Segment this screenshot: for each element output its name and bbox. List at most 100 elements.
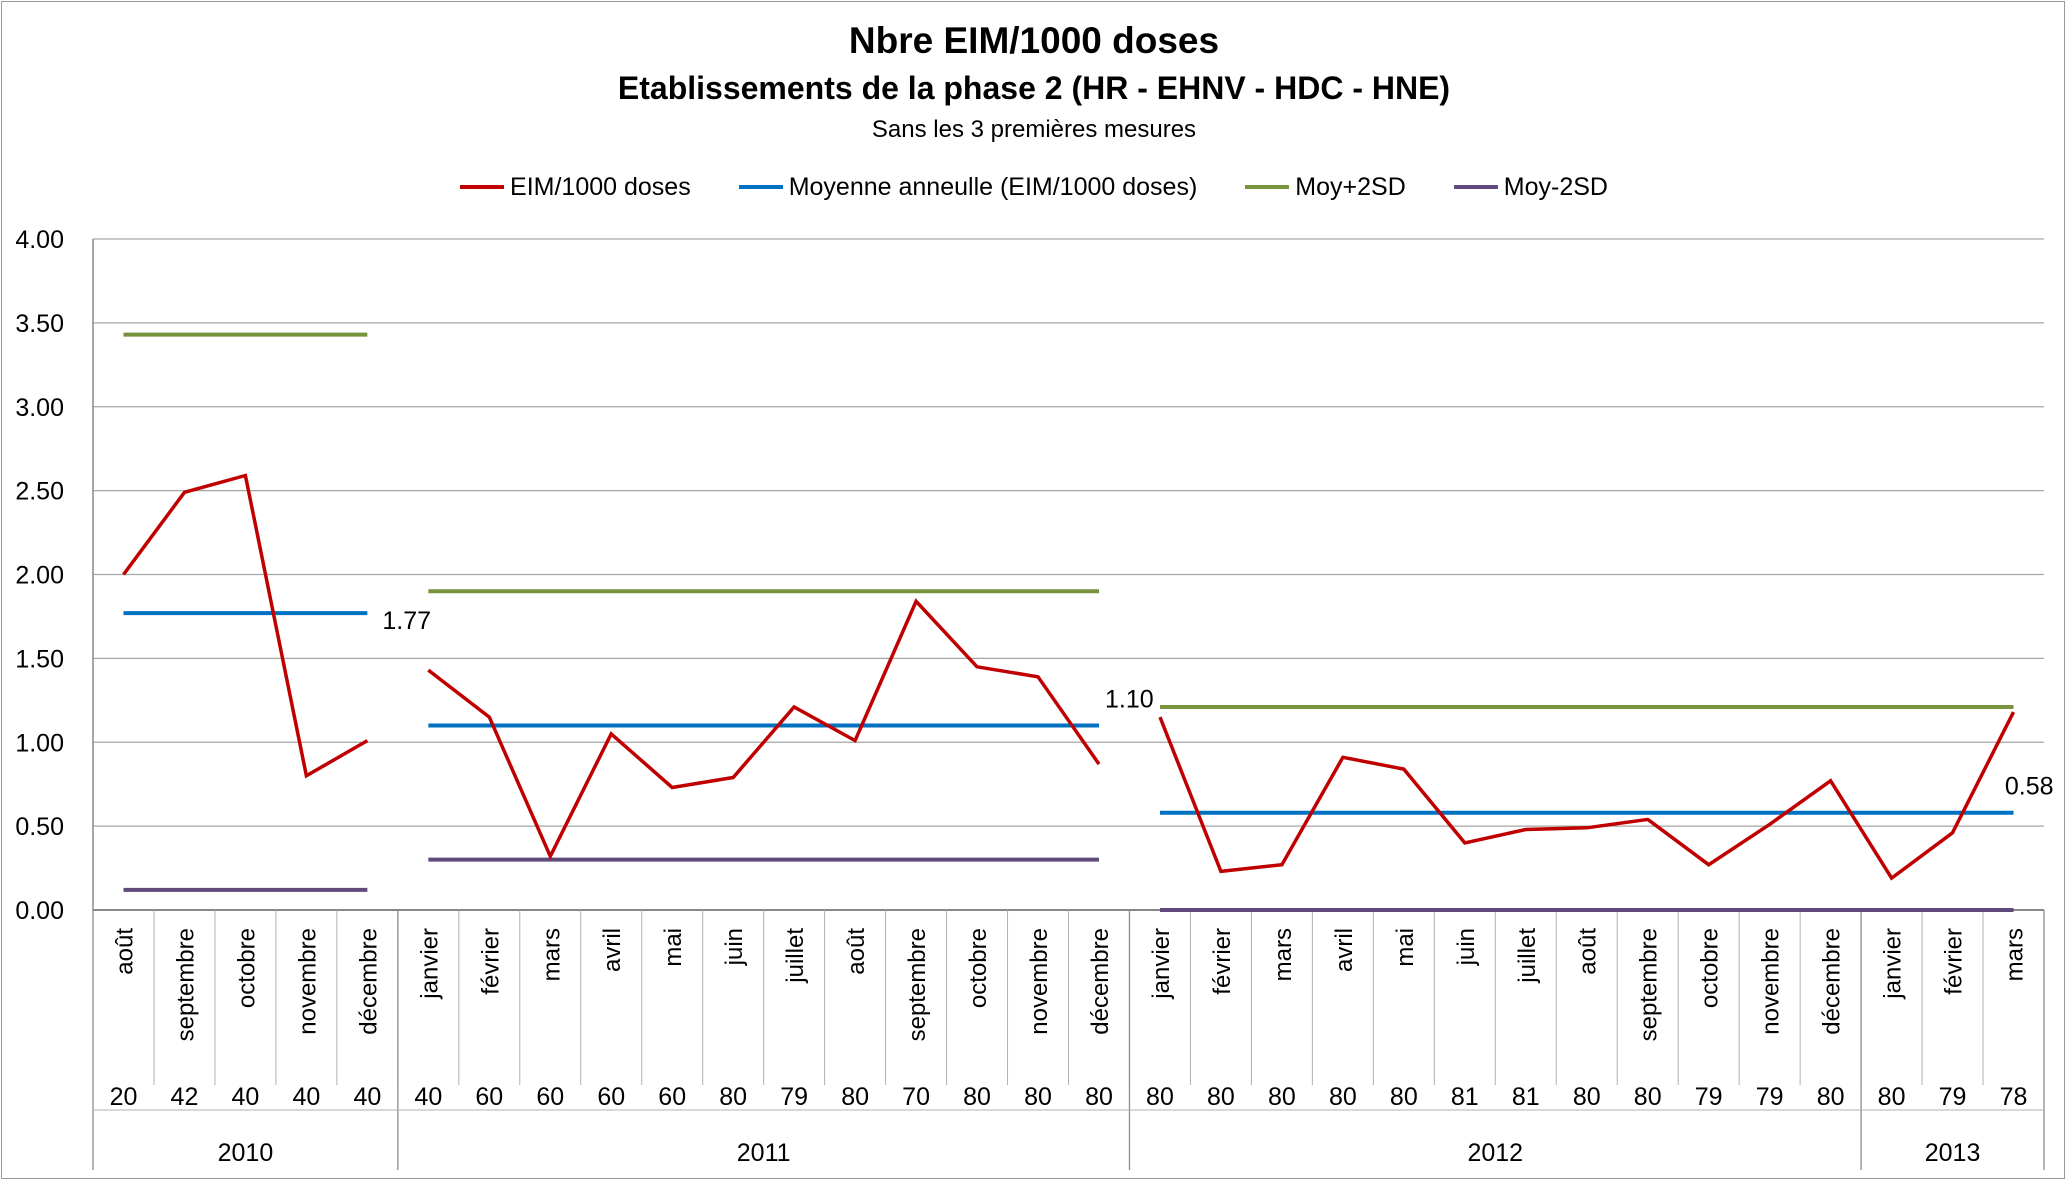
- y-tick-label: 0.00: [15, 897, 64, 925]
- y-tick-label: 4.00: [15, 226, 64, 254]
- legend-swatch-eim: [460, 185, 505, 189]
- count-label: 79: [1939, 1083, 1967, 1111]
- legend-label-moyenne: Moyenne anneulle (EIM/1000 doses): [788, 172, 1198, 201]
- count-label: 80: [1573, 1083, 1601, 1111]
- count-label: 60: [475, 1083, 503, 1111]
- count-label: 78: [2000, 1083, 2028, 1111]
- y-tick-label: 2.00: [15, 562, 64, 590]
- x-tick-label: janvier: [416, 928, 443, 1000]
- x-tick-label: octobre: [233, 928, 260, 1008]
- count-label: 40: [353, 1083, 381, 1111]
- count-label: 79: [1695, 1083, 1723, 1111]
- x-tick-label: avril: [1331, 928, 1358, 972]
- x-tick-label: mai: [660, 928, 687, 967]
- count-label: 81: [1451, 1083, 1479, 1111]
- legend-label-moy-plus-2sd: Moy+2SD: [1295, 172, 1406, 201]
- x-tick-label: juin: [721, 928, 748, 966]
- legend-swatch-moy-plus-2sd: [1245, 185, 1290, 189]
- count-label: 40: [414, 1083, 442, 1111]
- count-label: 80: [1207, 1083, 1235, 1111]
- x-tick-label: décembre: [355, 928, 382, 1035]
- count-label: 70: [902, 1083, 930, 1111]
- x-tick-label: novembre: [294, 928, 321, 1035]
- count-label: 20: [110, 1083, 138, 1111]
- x-tick-label: octobre: [965, 928, 992, 1008]
- chart-title: Nbre EIM/1000 doses: [848, 20, 1220, 61]
- count-label: 80: [841, 1083, 869, 1111]
- legend: EIM/1000 doses Moyenne anneulle (EIM/100…: [0, 170, 2068, 204]
- count-label: 80: [1634, 1083, 1662, 1111]
- count-label: 80: [1085, 1083, 1113, 1111]
- y-tick-label: 3.50: [15, 310, 64, 338]
- x-tick-label: janvier: [1148, 928, 1175, 1000]
- x-tick-label: mars: [2002, 928, 2029, 981]
- x-tick-label: mars: [1270, 928, 1297, 981]
- count-label: 80: [1817, 1083, 1845, 1111]
- count-label: 80: [1268, 1083, 1296, 1111]
- legend-item-moy-minus-2sd: Moy-2SD: [1453, 172, 1608, 202]
- count-label: 80: [1329, 1083, 1357, 1111]
- x-tick-label: décembre: [1087, 928, 1114, 1035]
- x-tick-label: février: [1941, 928, 1968, 995]
- data-label: 1.10: [1105, 685, 1154, 713]
- x-tick-label: septembre: [904, 928, 931, 1041]
- x-tick-label: septembre: [1636, 928, 1663, 1041]
- chart-subtitle: Etablissements de la phase 2 (HR - EHNV …: [617, 70, 1451, 106]
- y-tick-label: 3.00: [15, 394, 64, 422]
- series-line-eim: [122, 473, 369, 779]
- x-tick-label: avril: [599, 928, 626, 972]
- y-tick-label: 1.50: [15, 645, 64, 673]
- x-tick-label: juin: [1453, 928, 1480, 966]
- year-label: 2011: [737, 1139, 791, 1167]
- x-tick-label: janvier: [1880, 928, 1907, 1000]
- x-tick-label: février: [477, 928, 504, 995]
- x-tick-label: novembre: [1026, 928, 1053, 1035]
- year-label: 2010: [218, 1139, 274, 1167]
- data-label: 1.77: [382, 607, 431, 635]
- legend-item-eim: EIM/1000 doses: [460, 173, 691, 202]
- series-line-eim: [427, 598, 1101, 861]
- y-tick-label: 1.00: [15, 729, 64, 757]
- count-label: 80: [963, 1083, 991, 1111]
- legend-label-moy-minus-2sd: Moy-2SD: [1503, 172, 1608, 201]
- count-label: 80: [719, 1083, 747, 1111]
- count-label: 79: [780, 1083, 808, 1111]
- x-tick-label: mars: [538, 928, 565, 981]
- y-tick-label: 2.50: [15, 478, 64, 506]
- legend-swatch-moyenne: [738, 185, 783, 189]
- count-label: 81: [1512, 1083, 1540, 1111]
- legend-swatch-moy-minus-2sd: [1453, 185, 1498, 189]
- count-label: 79: [1756, 1083, 1784, 1111]
- x-tick-label: juillet: [1514, 928, 1541, 984]
- x-tick-label: février: [1209, 928, 1236, 995]
- count-label: 80: [1146, 1083, 1174, 1111]
- count-label: 80: [1390, 1083, 1418, 1111]
- count-label: 60: [597, 1083, 625, 1111]
- count-label: 40: [292, 1083, 320, 1111]
- count-label: 40: [232, 1083, 260, 1111]
- chart-subtitle-note: Sans les 3 premières mesures: [871, 116, 1197, 143]
- year-label: 2013: [1925, 1139, 1981, 1167]
- year-label: 2012: [1467, 1139, 1523, 1167]
- data-label: 0.58: [2005, 773, 2054, 801]
- x-tick-label: septembre: [172, 928, 199, 1041]
- x-tick-label: novembre: [1758, 928, 1785, 1035]
- count-label: 60: [536, 1083, 564, 1111]
- count-label: 80: [1878, 1083, 1906, 1111]
- x-tick-label: mai: [1392, 928, 1419, 967]
- count-label: 42: [171, 1083, 199, 1111]
- x-tick-label: août: [111, 928, 138, 975]
- x-tick-label: août: [1575, 928, 1602, 975]
- legend-item-moy-plus-2sd: Moy+2SD: [1245, 172, 1406, 202]
- count-label: 80: [1024, 1083, 1052, 1111]
- x-tick-label: juillet: [782, 928, 809, 984]
- x-tick-label: août: [843, 928, 870, 975]
- x-tick-label: octobre: [1697, 928, 1724, 1008]
- legend-item-moyenne: Moyenne anneulle (EIM/1000 doses): [738, 172, 1198, 202]
- legend-label-eim: EIM/1000 doses: [510, 172, 691, 201]
- y-tick-label: 0.50: [15, 813, 64, 841]
- series-line-eim: [1158, 711, 2016, 881]
- x-tick-label: décembre: [1819, 928, 1846, 1035]
